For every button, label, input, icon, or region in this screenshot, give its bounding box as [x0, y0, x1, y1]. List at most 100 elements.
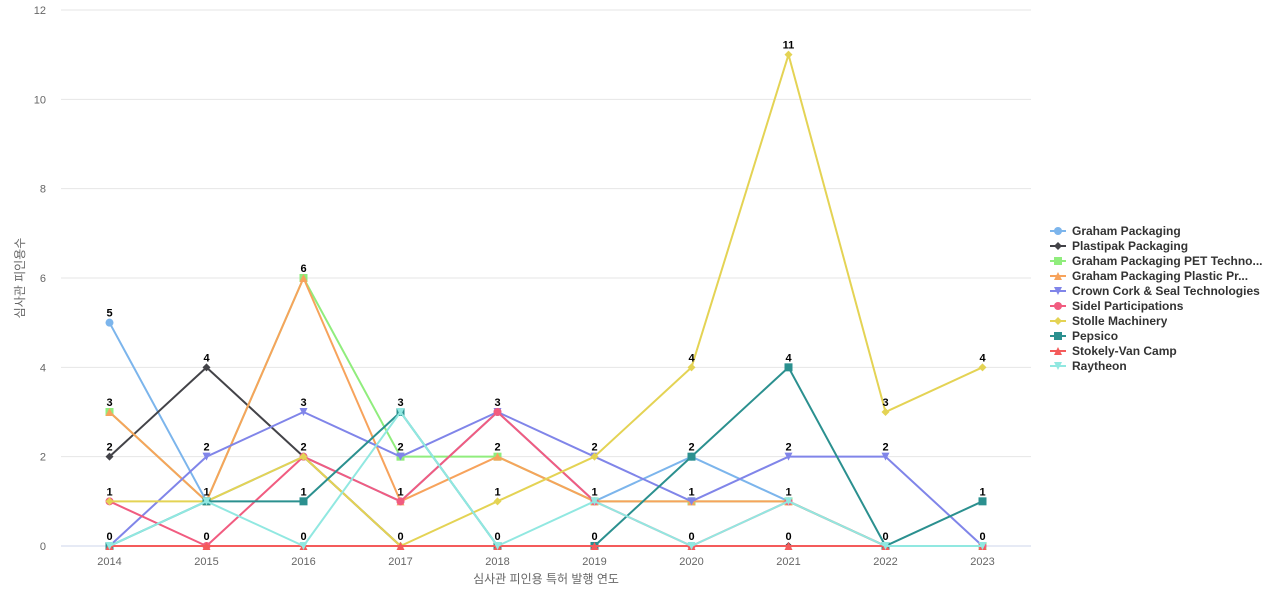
data-point[interactable] — [396, 497, 405, 506]
data-point[interactable] — [978, 497, 987, 506]
legend-symbol-icon — [1050, 331, 1066, 340]
data-point[interactable] — [105, 452, 114, 461]
legend-item[interactable]: Graham Packaging Plastic Pr... — [1050, 268, 1275, 283]
data-point[interactable] — [978, 363, 987, 372]
y-tick-label: 4 — [40, 362, 46, 374]
legend-symbol-icon — [1050, 256, 1066, 265]
data-point[interactable] — [784, 542, 793, 550]
data-point[interactable] — [105, 497, 114, 506]
series-layer — [105, 50, 987, 550]
y-tick-label: 12 — [34, 5, 46, 17]
data-label: 4 — [688, 352, 695, 364]
legend-item[interactable]: Plastipak Packaging — [1050, 238, 1275, 253]
data-point[interactable] — [590, 497, 599, 506]
data-label: 0 — [882, 531, 888, 543]
data-point[interactable] — [784, 363, 793, 372]
data-label: 1 — [494, 486, 500, 498]
data-point[interactable] — [299, 408, 308, 416]
legend-item[interactable]: Crown Cork & Seal Technologies — [1050, 283, 1275, 298]
legend-label: Graham Packaging Plastic Pr... — [1072, 268, 1249, 283]
legend-symbol-icon — [1050, 226, 1066, 235]
data-point[interactable] — [396, 452, 405, 461]
data-labels-layer: 5 3 2 1 0 4 2 1 0 6 3 2 1 0 3 2 1 0 3 2 1 0 2 1 0 4 2 1 0 11 4 2 1 0 3 2 0 4 1… — [106, 40, 986, 543]
data-point[interactable] — [881, 408, 890, 416]
legend-symbol-icon — [1050, 241, 1066, 250]
data-point[interactable] — [396, 408, 405, 416]
data-point[interactable] — [105, 318, 114, 327]
data-point[interactable] — [299, 542, 308, 550]
data-label: 5 — [106, 308, 112, 320]
y-tick-label: 10 — [34, 94, 46, 106]
legend-label: Plastipak Packaging — [1072, 238, 1189, 253]
data-point[interactable] — [881, 542, 890, 550]
data-point[interactable] — [493, 452, 502, 461]
data-point[interactable] — [299, 274, 308, 282]
data-point[interactable] — [687, 452, 696, 461]
data-point[interactable] — [202, 363, 211, 372]
y-axis-title: 심사관 피인용수 — [13, 238, 27, 319]
data-point[interactable] — [687, 363, 696, 372]
series-line — [108, 53, 984, 547]
y-tick-label: 2 — [40, 452, 46, 464]
data-label: 11 — [783, 40, 795, 52]
x-tick-label: 2014 — [97, 556, 121, 568]
legend-item[interactable]: Raytheon — [1050, 358, 1275, 373]
data-point[interactable] — [784, 50, 793, 59]
data-label: 0 — [106, 531, 112, 543]
data-point[interactable] — [784, 452, 793, 461]
legend-item[interactable]: Stolle Machinery — [1050, 313, 1275, 328]
data-point[interactable] — [202, 497, 211, 506]
data-point[interactable] — [590, 542, 599, 550]
legend-marker — [1054, 241, 1062, 250]
x-tick-label: 2017 — [388, 556, 412, 568]
legend-symbol-icon — [1050, 316, 1066, 325]
data-label: 0 — [688, 531, 694, 543]
data-point[interactable] — [105, 542, 114, 550]
data-label: 1 — [688, 486, 694, 498]
y-tick-label: 6 — [40, 273, 46, 285]
legend-label: Stokely-Van Camp — [1072, 343, 1177, 358]
data-point[interactable] — [202, 542, 211, 550]
legend-item[interactable]: Stokely-Van Camp — [1050, 343, 1275, 358]
data-label: 2 — [785, 442, 791, 454]
data-point[interactable] — [687, 497, 696, 506]
data-label: 2 — [688, 442, 694, 454]
data-label: 0 — [397, 531, 403, 543]
legend-marker — [1054, 226, 1062, 235]
data-point[interactable] — [978, 542, 987, 550]
data-label: 3 — [397, 397, 403, 409]
data-label: 0 — [203, 531, 209, 543]
data-point[interactable] — [493, 542, 502, 550]
x-tick-label: 2023 — [970, 556, 994, 568]
data-label: 1 — [979, 486, 985, 498]
data-point[interactable] — [881, 452, 890, 461]
legend-marker — [1054, 256, 1062, 265]
legend-item[interactable]: Pepsico — [1050, 328, 1275, 343]
data-point[interactable] — [396, 542, 405, 550]
data-point[interactable] — [493, 497, 502, 506]
data-point[interactable] — [299, 452, 308, 461]
y-tick-label: 0 — [40, 541, 46, 553]
data-label: 3 — [494, 397, 500, 409]
data-label: 2 — [397, 442, 403, 454]
data-point[interactable] — [105, 408, 114, 416]
legend-label: Raytheon — [1072, 358, 1127, 373]
data-point[interactable] — [784, 497, 793, 506]
y-tick-label: 8 — [40, 184, 46, 196]
data-label: 1 — [203, 486, 209, 498]
legend-item[interactable]: Graham Packaging PET Techno... — [1050, 253, 1275, 268]
data-point[interactable] — [299, 497, 308, 506]
data-point[interactable] — [202, 452, 211, 461]
legend-item[interactable]: Graham Packaging — [1050, 223, 1275, 238]
data-point[interactable] — [590, 452, 599, 461]
data-label: 1 — [300, 486, 306, 498]
data-label: 4 — [203, 352, 210, 364]
data-point[interactable] — [687, 542, 696, 550]
legend-marker — [1054, 361, 1062, 370]
legend-symbol-icon — [1050, 271, 1066, 280]
legend-label: Graham Packaging — [1072, 223, 1181, 238]
legend-item[interactable]: Sidel Participations — [1050, 298, 1275, 313]
x-tick-label: 2022 — [873, 556, 897, 568]
data-label: 2 — [106, 442, 112, 454]
data-point[interactable] — [493, 408, 502, 416]
